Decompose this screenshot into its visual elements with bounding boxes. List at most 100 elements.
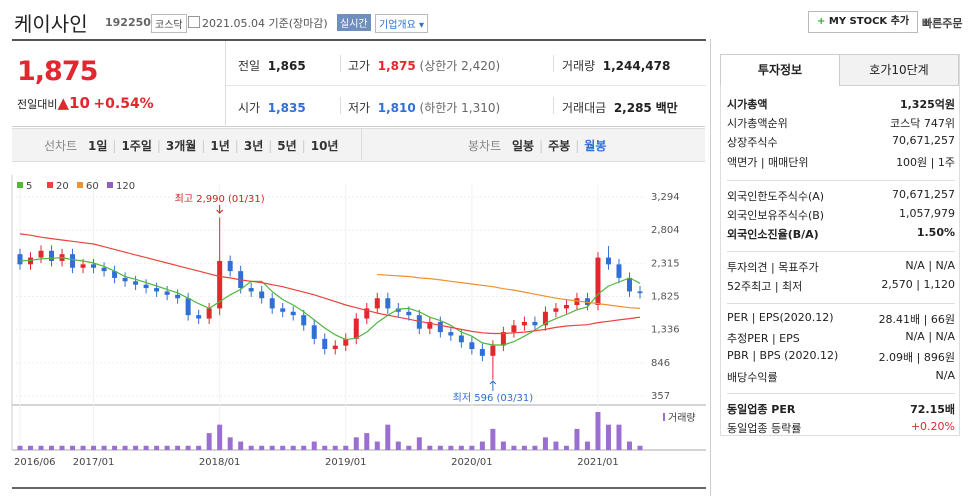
volume-bar [605,424,611,450]
candle-body [584,298,590,306]
candle-body [122,277,128,282]
change-row: 전일대비▲10 +0.54% [17,94,154,112]
candle-body [574,298,580,306]
value: 1,875 [377,59,416,73]
volume-bar [38,445,44,450]
candle-body [500,332,506,346]
candle-body [385,298,391,309]
value: 1,244,478 [602,59,671,73]
price-box [12,41,705,127]
quick-order[interactable]: 빠른주문 [922,17,963,30]
volume-bar [385,424,391,450]
realtime-badge[interactable]: 실시간 [337,14,371,31]
candle-body [448,332,454,336]
candle-body [343,338,349,346]
summary-cell: 시가 1,835 [238,99,306,116]
info-value: 70,671,257 [892,188,955,201]
volume-bar [563,445,569,450]
candle-body [563,305,569,309]
candle-body [112,271,118,278]
info-label: 시가총액 [727,98,768,111]
overview-button[interactable]: 기업개요 ▾ [375,14,429,33]
mystock-label: MY STOCK 추가 [828,16,910,27]
divider [225,85,706,86]
period-link[interactable]: 1년 [210,139,230,153]
info-label: 외국인한도주식수(A) [727,190,825,203]
ma-line [19,256,641,346]
candle-body [406,311,412,316]
info-label: 외국인보유주식수(B) [727,209,825,223]
info-value: N/A | N/A [905,330,955,344]
candle-body [217,260,223,309]
limit: (상한가 2,420) [419,59,501,73]
candle-body [91,264,97,268]
period-link[interactable]: 10년 [310,139,339,153]
volume-bar [17,445,23,450]
candle-body [227,260,233,272]
change: 10 [69,94,90,112]
divider [361,129,362,160]
ma-line [377,273,641,309]
info-label: 추정PER | EPS [727,332,800,346]
volume-bar [595,412,601,450]
period-link[interactable]: 1일 [88,139,108,153]
candle-body [595,257,601,306]
volume-bar [112,445,118,450]
y-tick-label: 1,336 [651,325,680,336]
candle-body [154,288,160,292]
candle-body [143,284,149,289]
y-tick-label: 1,825 [651,292,680,303]
volume-bar [301,445,307,450]
volume-bar [553,441,559,450]
divider [727,180,955,181]
volume-bar [227,437,233,450]
candle-body [185,298,191,316]
separator: | [112,139,117,153]
info-tab[interactable]: 호가10단계 [839,54,959,86]
x-tick-label: 2019/01 [325,457,367,468]
volume-bar [542,437,548,450]
divider [710,39,711,496]
period-link[interactable]: 주봉 [548,139,571,153]
stock-name: 케이사인 [14,12,88,36]
candle-body [38,250,44,258]
period-link[interactable]: 1주일 [121,139,152,153]
info-tab[interactable]: 투자정보 [720,54,840,85]
volume-bar [469,445,475,450]
candle-body [626,277,632,292]
info-value: 2,570 | 1,120 [881,278,955,292]
summary-cell: 저가 1,810 (하한가 1,310) [348,99,500,116]
period-link[interactable]: 일봉 [512,139,535,153]
change-pct: +0.54% [93,96,154,112]
separator: | [268,139,273,153]
y-tick-label: 2,315 [651,258,680,269]
annotation: 최고 2,990 (01/31) [175,193,265,205]
period-link[interactable]: 5년 [277,139,297,153]
info-value: 70,671,257 [892,134,955,148]
info-value: 28.41배 | 66원 [878,313,955,326]
legend-label: 120 [116,181,135,192]
divider [12,39,706,41]
label: 전일 [238,59,261,73]
separator: | [301,139,306,153]
separator: | [539,139,544,153]
candle-body [133,281,139,285]
volume-bar [311,441,317,450]
candle-body [458,335,464,343]
annotation-arrow [216,205,224,214]
candle-body [164,291,170,295]
volume-bar [101,445,107,450]
candle-body [259,291,265,299]
mystock-button[interactable]: + MY STOCK 추가 [808,11,919,33]
period-link[interactable]: 3년 [243,139,264,153]
period-link[interactable]: 3개월 [165,139,197,153]
volume-bar [206,433,212,450]
period-link[interactable]: 월봉 [584,139,607,153]
volume-bar [59,445,65,450]
volume-bar [332,445,338,450]
volume-bar [175,445,181,450]
info-value: 1.50% [916,226,955,240]
volume-bar [28,445,34,450]
candle-body [49,250,55,261]
